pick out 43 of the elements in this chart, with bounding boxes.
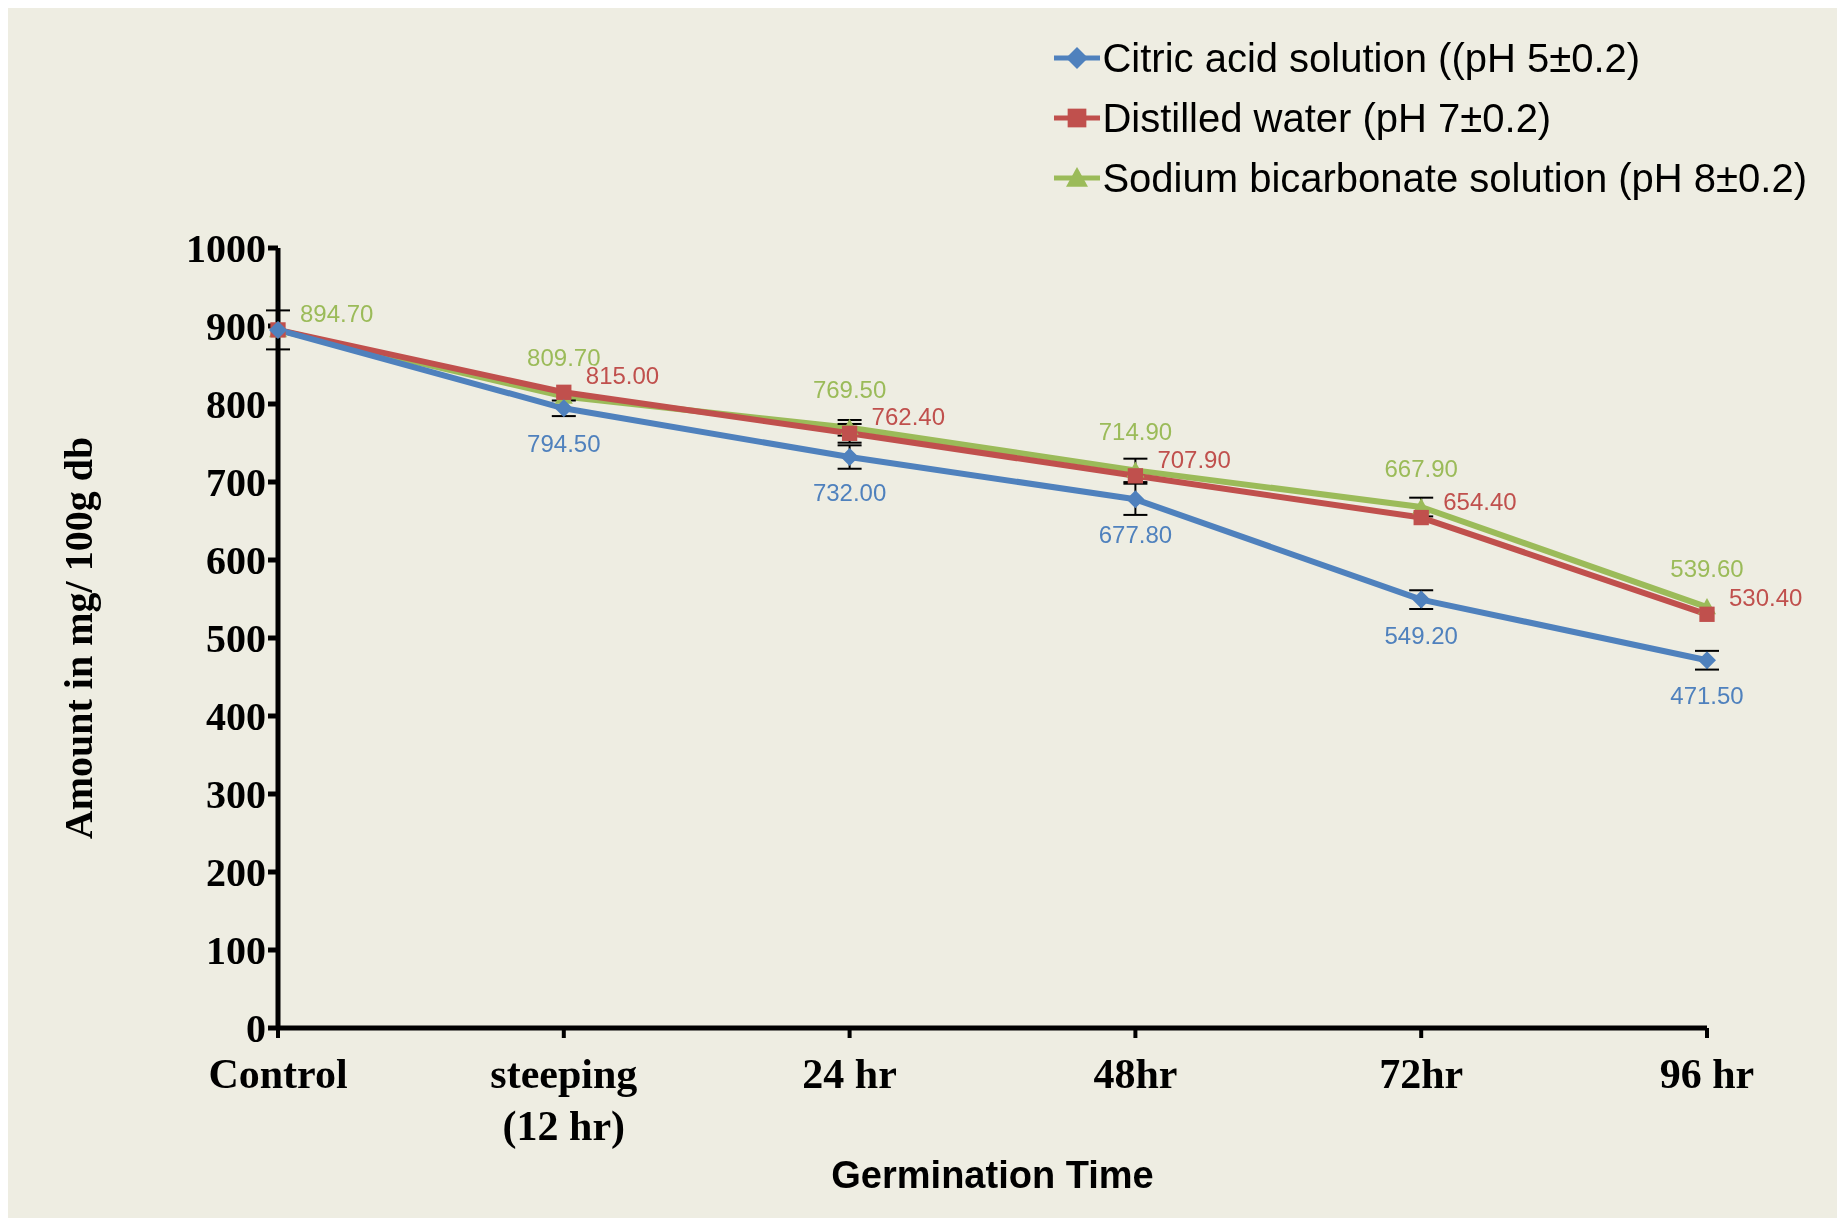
data-label: 539.60: [1670, 555, 1744, 583]
x-tick-label: 72hr: [1379, 1051, 1464, 1097]
legend-label: Sodium bicarbonate solution (pH 8±0.2): [1102, 155, 1807, 202]
y-tick-label: 300: [206, 772, 266, 818]
y-tick-label: 200: [206, 850, 266, 896]
data-label: 707.90: [1157, 445, 1231, 473]
data-label: 732.00: [812, 479, 887, 507]
data-label: 714.90: [1098, 418, 1173, 446]
data-label: 677.80: [1098, 521, 1173, 549]
data-label: 530.40: [1729, 584, 1803, 612]
legend-label: Distilled water (pH 7±0.2): [1102, 95, 1552, 142]
y-tick-label: 900: [206, 304, 266, 350]
point: [556, 384, 572, 400]
x-tick-label: 48hr: [1093, 1051, 1178, 1097]
data-label: 549.20: [1384, 621, 1458, 649]
point: [1126, 490, 1145, 509]
data-label: 769.50: [812, 375, 887, 403]
x-tick-label: Control: [208, 1051, 348, 1097]
point: [1699, 606, 1715, 622]
x-tick-label: 96 hr: [1659, 1051, 1755, 1097]
y-tick-label: 800: [206, 382, 266, 428]
x-tick-label: steeping (12 hr): [490, 1051, 638, 1150]
data-label: 794.50: [527, 430, 601, 458]
data-label: 654.40: [1443, 487, 1517, 515]
data-label: 762.40: [871, 403, 946, 431]
y-tick-label: 1000: [186, 226, 266, 272]
legend-label: Citric acid solution ((pH 5±0.2): [1102, 35, 1641, 82]
y-tick-label: 100: [206, 928, 266, 974]
y-tick-label: 400: [206, 694, 266, 740]
data-label: 471.50: [1670, 682, 1744, 710]
point: [1127, 468, 1144, 484]
y-tick-label: 0: [246, 1006, 266, 1052]
point: [1413, 509, 1429, 526]
x-tick-label: 24 hr: [802, 1051, 897, 1097]
x-axis-title: Germination Time: [831, 1154, 1154, 1196]
point: [554, 399, 573, 418]
y-tick-label: 500: [206, 616, 266, 662]
y-tick-label: 600: [206, 538, 266, 584]
y-axis-title: Amount in mg/ 100g db: [56, 436, 102, 840]
y-tick-label: 700: [206, 460, 266, 506]
data-label: 894.70: [300, 300, 374, 328]
data-label: 667.90: [1384, 455, 1458, 483]
point: [840, 448, 859, 467]
